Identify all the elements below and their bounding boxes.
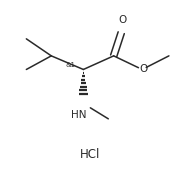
Text: HN: HN [71,110,87,120]
Text: HCl: HCl [80,148,101,161]
Text: &1: &1 [65,62,75,68]
Text: O: O [118,15,127,25]
Text: O: O [139,65,147,75]
